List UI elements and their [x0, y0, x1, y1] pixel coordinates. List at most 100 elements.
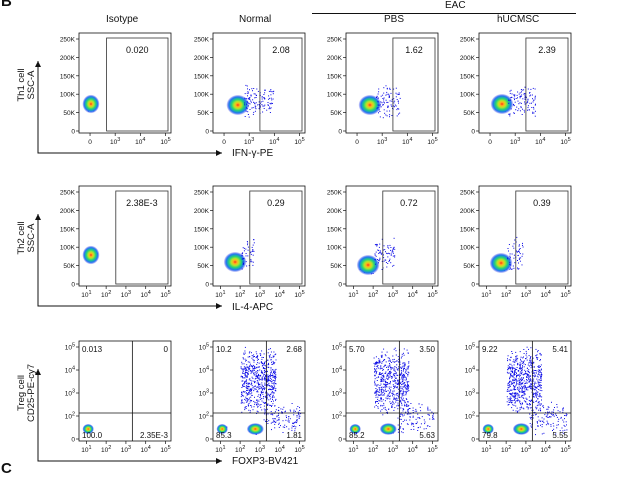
event-dot	[513, 248, 514, 249]
y-tick-label: 50K	[463, 110, 475, 117]
event-dot	[522, 264, 523, 265]
event-dot	[389, 372, 390, 373]
event-dot	[260, 379, 261, 380]
event-dot	[521, 107, 522, 108]
event-dot	[264, 380, 265, 381]
event-dot	[398, 103, 399, 104]
event-dot	[272, 418, 273, 419]
x-tick-label: 102	[101, 445, 111, 454]
event-dot	[405, 391, 406, 392]
event-dot	[260, 354, 261, 355]
event-dot	[392, 252, 393, 253]
event-dot	[377, 397, 378, 398]
event-dot	[255, 368, 256, 369]
event-dot	[248, 374, 249, 375]
event-dot	[247, 401, 248, 402]
event-dot	[262, 389, 263, 390]
event-dot	[280, 425, 281, 426]
event-dot	[381, 381, 382, 382]
event-dot	[268, 367, 269, 368]
event-dot	[411, 423, 412, 424]
event-dot	[254, 406, 255, 407]
event-dot	[275, 390, 276, 391]
event-dot	[406, 406, 407, 407]
event-dot	[258, 378, 259, 379]
event-dot	[248, 357, 249, 358]
gate-percentage: 0.72	[400, 198, 418, 208]
event-dot	[273, 372, 274, 373]
event-dot	[250, 261, 251, 262]
event-dot	[388, 106, 389, 107]
event-dot	[393, 386, 394, 387]
event-dot	[390, 371, 391, 372]
event-dot	[249, 378, 250, 379]
event-dot	[510, 91, 511, 92]
event-dot	[274, 388, 275, 389]
event-dot	[245, 373, 246, 374]
event-dot	[246, 364, 247, 365]
event-dot	[254, 367, 255, 368]
event-dot	[273, 401, 274, 402]
event-dot	[389, 393, 390, 394]
event-dot	[512, 390, 513, 391]
event-dot	[404, 375, 405, 376]
event-dot	[402, 367, 403, 368]
event-dot	[242, 363, 243, 364]
event-dot	[290, 410, 291, 411]
event-dot	[254, 386, 255, 387]
x-tick-label: 105	[160, 445, 170, 454]
event-dot	[392, 404, 393, 405]
event-dot	[263, 388, 264, 389]
event-dot	[375, 255, 376, 256]
event-dot	[383, 376, 384, 377]
y-tick-label: 150K	[460, 226, 476, 233]
event-dot	[378, 368, 379, 369]
event-dot	[258, 359, 259, 360]
event-dot	[391, 407, 392, 408]
event-dot	[395, 402, 396, 403]
event-dot	[398, 405, 399, 406]
event-dot	[402, 405, 403, 406]
event-dot	[387, 88, 388, 89]
event-dot	[250, 393, 251, 394]
event-dot	[266, 110, 267, 111]
y-tick-label: 104	[65, 366, 75, 375]
event-dot	[395, 105, 396, 106]
event-dot	[251, 383, 252, 384]
event-dot	[391, 93, 392, 94]
event-dot	[268, 364, 269, 365]
event-dot	[377, 98, 378, 99]
event-dot	[429, 426, 430, 427]
event-dot	[271, 392, 272, 393]
population-density-core	[490, 253, 513, 273]
event-dot	[530, 361, 531, 362]
event-dot	[383, 104, 384, 105]
event-dot	[397, 395, 398, 396]
event-dot	[527, 101, 528, 102]
event-dot	[391, 115, 392, 116]
event-dot	[275, 411, 276, 412]
event-dot	[246, 253, 247, 254]
event-dot	[380, 411, 381, 412]
event-dot	[403, 429, 404, 430]
event-dot	[244, 368, 245, 369]
event-dot	[403, 375, 404, 376]
event-dot	[383, 394, 384, 395]
event-dot	[256, 102, 257, 103]
event-dot	[383, 87, 384, 88]
event-dot	[250, 109, 251, 110]
event-dot	[424, 419, 425, 420]
event-dot	[254, 370, 255, 371]
x-tick-label: 0	[88, 139, 92, 146]
event-dot	[245, 397, 246, 398]
event-dot	[245, 400, 246, 401]
event-dot	[269, 98, 270, 99]
event-dot	[249, 403, 250, 404]
event-dot	[382, 370, 383, 371]
event-dot	[383, 102, 384, 103]
event-dot	[256, 375, 257, 376]
event-dot	[398, 101, 399, 102]
event-dot	[375, 259, 376, 260]
x-tick-label: 104	[269, 137, 279, 146]
